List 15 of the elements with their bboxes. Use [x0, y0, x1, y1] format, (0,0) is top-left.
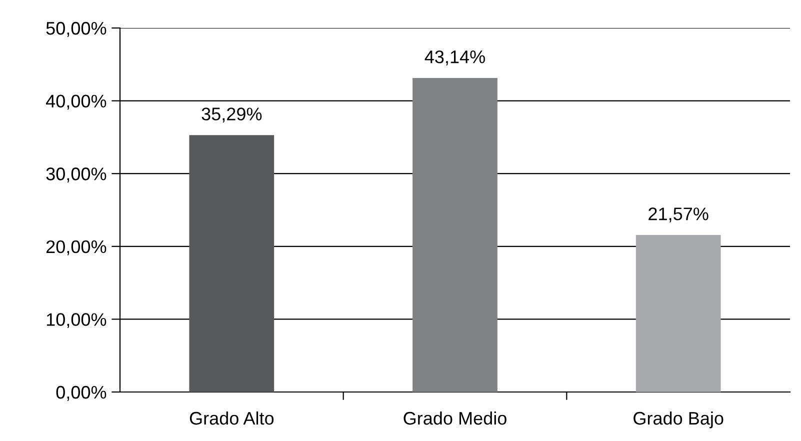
bar — [412, 78, 498, 392]
y-tick-label: 50,00% — [46, 22, 106, 37]
y-tick-label: 30,00% — [46, 168, 106, 182]
bar — [189, 135, 274, 392]
y-tick-label: 10,00% — [46, 313, 106, 328]
x-tick-label: Grado Alto — [190, 411, 274, 425]
x-tick-label: Grado Bajo — [634, 411, 724, 428]
data-label: 35,29% — [202, 108, 262, 123]
bar — [636, 234, 721, 392]
x-tick-label: Grado Medio — [404, 411, 506, 425]
y-tick-label: 40,00% — [46, 94, 106, 110]
y-tick-label: 20,00% — [46, 240, 106, 256]
y-tick-label: 0,00% — [56, 386, 106, 401]
data-label: 43,14% — [424, 50, 485, 66]
data-label: 21,57% — [648, 208, 708, 222]
